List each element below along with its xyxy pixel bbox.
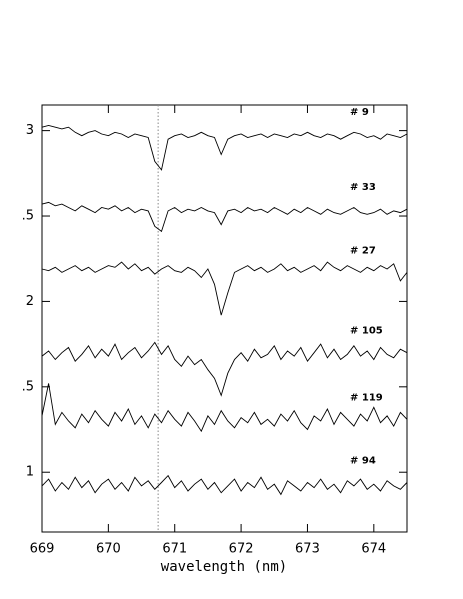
series-label: # 105: [350, 326, 383, 337]
series-label: # 27: [350, 245, 376, 256]
x-tick-label: 673: [295, 542, 320, 557]
spectrum-line: [41, 383, 408, 433]
y-tick-label: .5: [22, 379, 34, 394]
plot-frame: [41, 104, 408, 533]
y-tick-label: 1: [26, 465, 34, 480]
series-label: # 94: [350, 455, 376, 466]
series-label: # 33: [350, 182, 376, 193]
x-tick-label: 674: [361, 542, 386, 557]
y-tick-label: 3: [26, 123, 34, 138]
spectrum-line: [41, 341, 408, 397]
x-axis-label: wavelength (nm): [161, 559, 287, 575]
y-tick-label: .5: [22, 209, 34, 224]
spectrum-line: [41, 261, 408, 316]
spectrum-line: [41, 125, 408, 171]
series-label: # 9: [350, 107, 369, 118]
x-tick-label: 672: [229, 542, 254, 557]
x-tick-label: 670: [96, 542, 121, 557]
spectrum-line: [41, 474, 408, 496]
x-tick-label: 669: [30, 542, 55, 557]
spectrum-line: [41, 201, 408, 233]
series-label: # 119: [350, 392, 383, 403]
y-tick-label: 2: [26, 294, 34, 309]
x-tick-label: 671: [162, 542, 187, 557]
